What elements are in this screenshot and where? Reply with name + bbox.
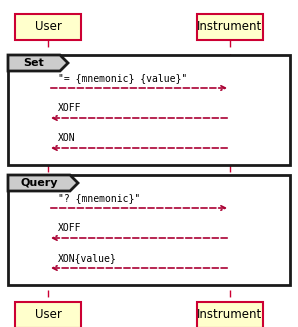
FancyBboxPatch shape	[15, 14, 81, 40]
Text: XON: XON	[58, 133, 76, 143]
Polygon shape	[8, 55, 68, 71]
Text: "? {mnemonic}": "? {mnemonic}"	[58, 193, 140, 203]
Text: "= {mnemonic} {value}": "= {mnemonic} {value}"	[58, 73, 187, 83]
Text: XOFF: XOFF	[58, 103, 81, 113]
Polygon shape	[8, 175, 78, 191]
Text: User: User	[35, 308, 61, 321]
Text: Query: Query	[20, 178, 58, 188]
FancyBboxPatch shape	[8, 55, 290, 165]
FancyBboxPatch shape	[15, 302, 81, 327]
Text: XON{value}: XON{value}	[58, 253, 117, 263]
FancyBboxPatch shape	[197, 302, 263, 327]
FancyBboxPatch shape	[197, 14, 263, 40]
FancyBboxPatch shape	[8, 175, 290, 285]
Text: XOFF: XOFF	[58, 223, 81, 233]
Text: Set: Set	[24, 58, 44, 68]
Text: User: User	[35, 21, 61, 33]
Text: Instrument: Instrument	[197, 21, 263, 33]
Text: Instrument: Instrument	[197, 308, 263, 321]
